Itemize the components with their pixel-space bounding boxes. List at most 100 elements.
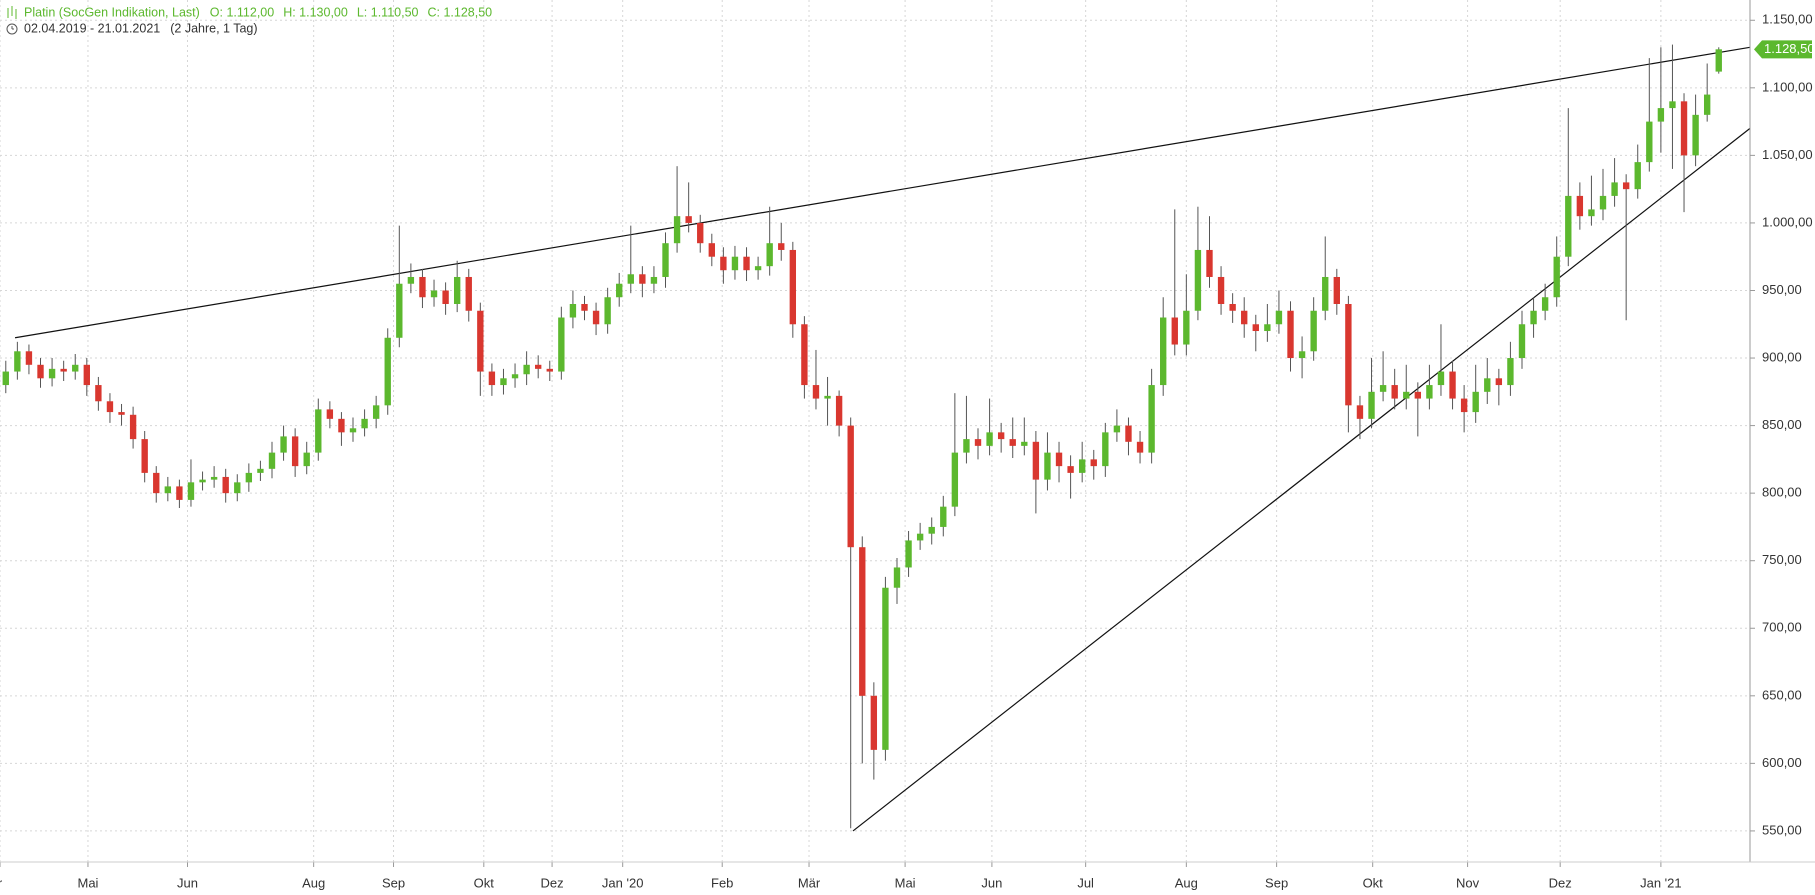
candle-body xyxy=(48,368,56,379)
candle-body xyxy=(1692,114,1699,156)
candle-body xyxy=(708,243,715,257)
y-tick-label: 950,00 xyxy=(1762,282,1802,297)
candle-body xyxy=(199,479,206,483)
candle-body xyxy=(1703,94,1711,115)
candle-body xyxy=(118,412,125,415)
candle-body xyxy=(1669,101,1676,109)
y-tick-label: 850,00 xyxy=(1762,417,1802,432)
candle-body xyxy=(673,216,681,244)
y-tick-label: 800,00 xyxy=(1762,485,1802,500)
candle-body xyxy=(963,439,970,453)
candle-body xyxy=(1646,121,1653,163)
y-tick-label: 900,00 xyxy=(1762,349,1802,364)
candle-body xyxy=(639,274,646,284)
x-tick-label: Aug xyxy=(1175,875,1198,890)
candle-body xyxy=(1611,182,1618,196)
candle-body xyxy=(940,506,947,527)
x-tick-label: Jul xyxy=(1077,875,1094,890)
candle-body xyxy=(859,547,866,696)
y-tick-label: 1.050,00 xyxy=(1762,147,1813,162)
candle-body xyxy=(14,351,21,372)
candle-body xyxy=(801,324,808,386)
candle-body xyxy=(1530,310,1537,325)
y-tick-label: 1.150,00 xyxy=(1762,12,1813,27)
candle-body xyxy=(234,482,241,494)
candle-body xyxy=(303,452,310,467)
candle-body xyxy=(1391,385,1398,399)
candle-body xyxy=(812,385,820,399)
candle-body xyxy=(1241,310,1248,325)
candle-body xyxy=(1634,162,1641,190)
y-tick-label: 1.000,00 xyxy=(1762,214,1813,229)
trendline xyxy=(852,127,1751,832)
ohlc-label: O: 1.112,00 xyxy=(210,5,274,19)
candle-body xyxy=(847,425,854,548)
candle-body xyxy=(511,374,519,379)
candle-body xyxy=(222,476,229,494)
candle-body xyxy=(25,351,33,365)
candle-body xyxy=(835,395,843,426)
candle-body xyxy=(1171,317,1178,345)
candle-body xyxy=(187,482,195,500)
x-tick-label: Okt xyxy=(474,875,495,890)
x-tick-label: r xyxy=(0,875,3,890)
candle-body xyxy=(372,405,380,419)
candle-body xyxy=(1287,310,1294,359)
candle-body xyxy=(106,401,114,413)
candle-body xyxy=(882,587,889,750)
candle-body xyxy=(581,303,588,311)
candle-body xyxy=(569,303,577,318)
candle-body xyxy=(1622,182,1630,190)
candle-body xyxy=(893,567,901,588)
candle-body xyxy=(477,310,484,372)
x-tick-label: Feb xyxy=(711,875,733,890)
x-tick-label: Jan '20 xyxy=(602,875,644,890)
x-tick-label: Nov xyxy=(1456,875,1480,890)
ohlc-label: L: 1.110,50 xyxy=(357,5,419,19)
x-tick-label: Sep xyxy=(382,875,405,890)
candle-body xyxy=(1657,108,1665,122)
candle-body xyxy=(1078,459,1086,473)
candle-body xyxy=(1310,310,1317,352)
candle-body xyxy=(164,486,172,494)
x-tick-label: Jun xyxy=(177,875,198,890)
candle-body xyxy=(685,216,692,223)
candle-body xyxy=(789,249,797,325)
candle-body xyxy=(315,409,322,453)
candle-body xyxy=(1194,249,1202,311)
candle-body xyxy=(1252,324,1259,332)
candle-body xyxy=(1680,101,1688,156)
candle-body xyxy=(60,368,67,372)
candle-body xyxy=(442,290,449,304)
x-tick-label: Mär xyxy=(798,875,821,890)
candle-body xyxy=(338,418,345,433)
candle-body xyxy=(870,695,878,750)
candle-body xyxy=(1576,195,1584,217)
candle-body xyxy=(1345,303,1352,406)
candle-body xyxy=(326,409,334,419)
trendlines xyxy=(14,46,1751,832)
candle-body xyxy=(1298,351,1306,359)
candle-body xyxy=(1368,391,1375,419)
candle-body xyxy=(1472,391,1479,413)
candle-body xyxy=(604,297,611,325)
candle-body xyxy=(1553,256,1560,298)
candle-body xyxy=(766,243,773,267)
candle-body xyxy=(1113,425,1121,433)
candle-body xyxy=(407,276,415,284)
candle-body xyxy=(2,371,9,386)
ohlc-label: H: 1.130,00 xyxy=(283,5,348,19)
candle-body xyxy=(928,526,935,534)
candle-body xyxy=(558,317,565,372)
candle-body xyxy=(361,418,368,429)
candle-body xyxy=(662,243,669,277)
candle-body xyxy=(1495,378,1503,386)
x-tick-label: Aug xyxy=(302,875,325,890)
candle-body xyxy=(176,486,183,500)
date-range: 02.04.2019 - 21.01.2021 xyxy=(24,21,160,35)
x-tick-label: Mai xyxy=(77,875,98,890)
candle-body xyxy=(488,371,496,386)
candle-body xyxy=(1136,441,1144,453)
y-tick-label: 1.100,00 xyxy=(1762,79,1813,94)
